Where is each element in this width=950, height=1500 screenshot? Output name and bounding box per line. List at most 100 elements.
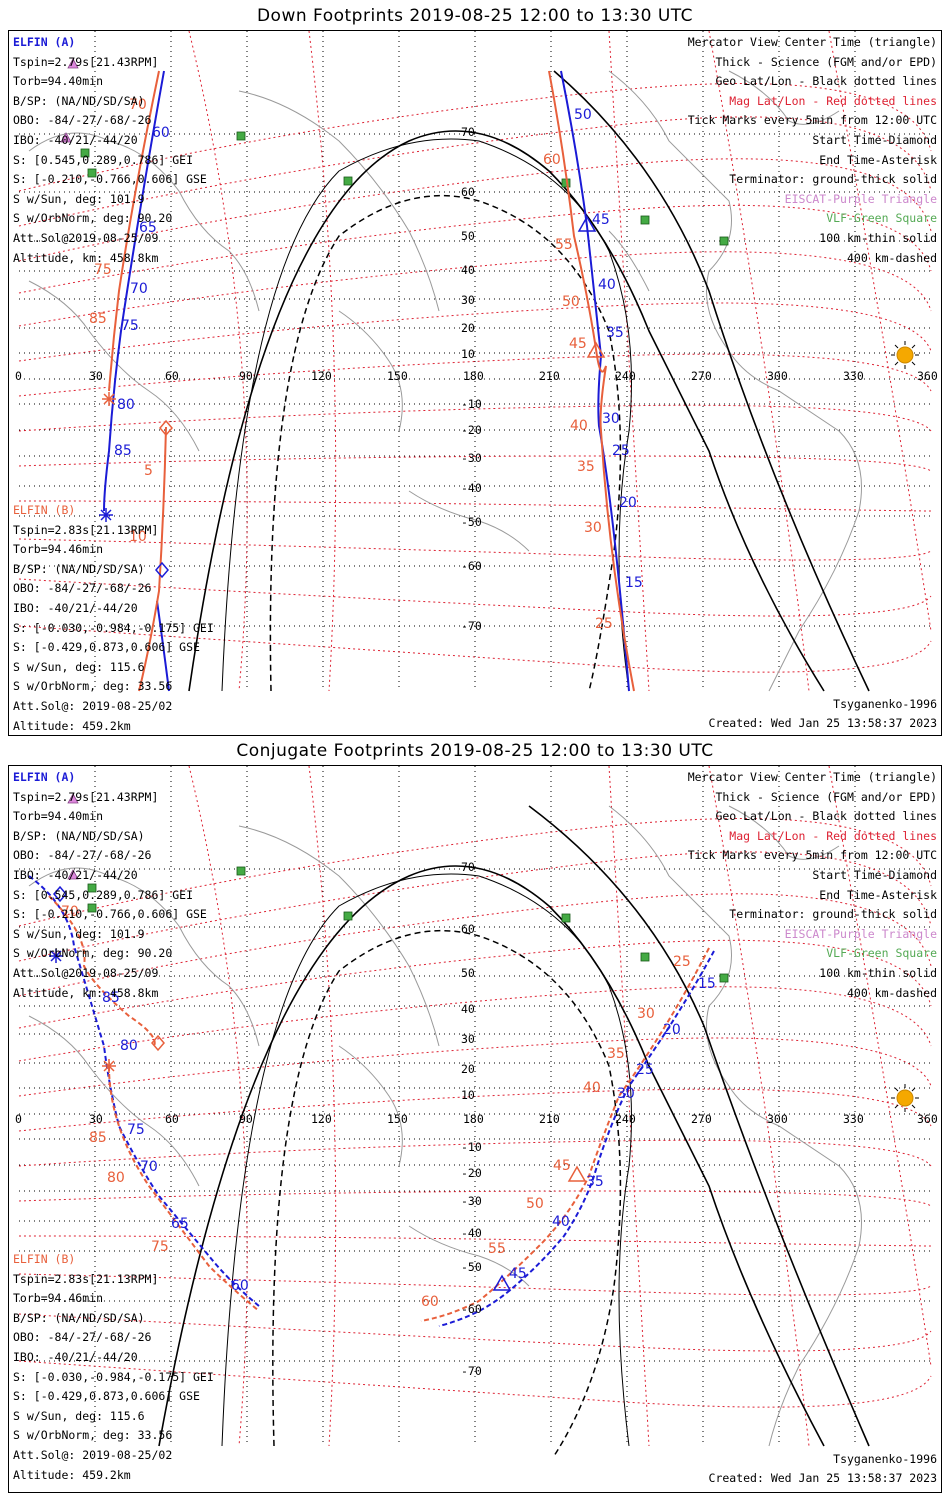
info-line: IBO: -40/21/-44/20 (13, 600, 138, 615)
elfin-b-tick-label: 25 (673, 954, 691, 970)
legend-item: Terminator: ground-thick solid (729, 907, 937, 922)
elfin-a-tick-label: 65 (171, 1216, 189, 1232)
elfin-a-end-asterisk (99, 508, 113, 522)
track-time-labels: 15 20 25 30 35 40 45 25 30 35 40 45 50 5… (9, 766, 941, 1446)
eiscat-sites (60, 58, 79, 143)
vlf-stations (80, 131, 729, 246)
lat-tick-label: 40 (461, 1002, 475, 1016)
elfin-a-start-diamond (53, 885, 67, 903)
elfin-a-tick-label: 35 (586, 1174, 604, 1190)
lat-tick-label: 10 (461, 347, 475, 361)
coastlines (28, 805, 862, 1447)
info-line: Torb=94.46min (13, 542, 104, 557)
mag-grid (18, 31, 932, 692)
info-line: S w/Sun, deg: 115.6 (13, 659, 145, 674)
lon-tick-label: 300 (767, 369, 788, 383)
legend-item: Mag Lat/Lon - Red dotted lines (729, 93, 937, 108)
down-footprints-panel: 0 30 60 90 120 150 180 210 240 270 300 3… (8, 30, 942, 736)
info-line: OBO: -84/-27/-68/-26 (13, 1330, 152, 1345)
legend-item: End Time-Asterisk (819, 152, 937, 167)
elfin-a-tick-label: 15 (698, 976, 716, 992)
map-legend: Mercator View Center Time (triangle) Thi… (688, 33, 937, 268)
lat-tick-label: 50 (461, 229, 475, 243)
elfin-b-tick-label: 60 (421, 1294, 439, 1310)
lon-tick-label: 150 (387, 1112, 408, 1126)
info-line: B/SP: (NA/ND/SD/SA) (13, 828, 145, 843)
geo-lon-grid (94, 766, 856, 1446)
lon-tick-label: 360 (917, 1112, 938, 1126)
info-line: S w/OrbNorm, deg: 90.20 (13, 211, 173, 226)
info-line: Tspin=2.79s[21.43RPM] (13, 789, 159, 804)
elfin-b-tick-label: 40 (570, 418, 588, 434)
lon-tick-label: 330 (843, 1112, 864, 1126)
track-time-labels: 50 45 40 35 30 25 20 15 60 55 50 45 40 3… (9, 31, 941, 691)
mag-grid (18, 766, 932, 1447)
auroral-400km (269, 195, 622, 692)
lat-tick-label: -70 (461, 1364, 482, 1378)
info-line: Tspin=2.79s[21.43RPM] (13, 54, 159, 69)
elfin-b-name: ELFIN (B) (13, 503, 76, 517)
info-line: Torb=94.40min (13, 74, 104, 89)
lat-tick-label: 30 (461, 293, 475, 307)
legend-item: EISCAT-Purple Triangle (784, 926, 937, 941)
lat-tick-labels: 70 60 50 40 30 20 10 -10 -20 -30 -40 -50… (461, 766, 501, 1446)
elfin-a-info: ELFIN (A) Tspin=2.79s[21.43RPM] Torb=94.… (13, 768, 207, 1003)
lon-tick-label: 210 (539, 369, 560, 383)
panel-title-down: Down Footprints 2019-08-25 12:00 to 13:3… (256, 6, 694, 26)
legend-item: Start Time-Diamond (812, 132, 937, 147)
legend-item: End Time-Asterisk (819, 887, 937, 902)
lat-tick-label: 50 (461, 966, 475, 980)
elfin-b-tick-label: 45 (569, 336, 587, 352)
legend-item: Thick - Science (FGM and/or EPD) (715, 789, 937, 804)
info-line: Att.Sol@2019-08-25/09 (13, 230, 159, 245)
legend-item: 400 km-dashed (846, 985, 937, 1000)
lat-tick-label: -20 (461, 423, 482, 437)
elfin-a-name: ELFIN (A) (13, 770, 76, 784)
legend-item: VLF-Green Square (826, 211, 937, 226)
info-line: Altitude: 459.2km (13, 718, 131, 733)
legend-item: Start Time-Diamond (812, 867, 937, 882)
lat-tick-label: -20 (461, 1166, 482, 1180)
down-footprints-map (18, 31, 932, 692)
elfin-a-center-triangle (577, 215, 597, 232)
created-label: Created: Wed Jan 25 13:58:37 2023 (708, 716, 937, 730)
lat-tick-label: -60 (461, 1302, 482, 1316)
elfin-b-tick-label: 35 (577, 459, 595, 475)
info-line: Att.Sol@: 2019-08-25/02 (13, 1447, 173, 1462)
map-legend: Mercator View Center Time (triangle) Thi… (688, 768, 937, 1003)
elfin-b-end-asterisk (102, 392, 116, 406)
conjugate-footprints-map (18, 766, 932, 1457)
elfin-a-tick-label: 25 (636, 1062, 654, 1078)
info-line: S: [-0.030,-0.984,-0.175] GEI (13, 1369, 214, 1384)
auroral-100km (221, 873, 632, 1447)
elfin-b-tick-label: 40 (583, 1080, 601, 1096)
elfin-b-tick-label: 80 (107, 1170, 125, 1186)
lon-tick-label: 90 (239, 369, 253, 383)
eiscat-sites (67, 793, 79, 880)
elfin-a-tick-label: 60 (231, 1278, 249, 1294)
info-line: S: [-0.030,-0.984,-0.175] GEI (13, 620, 214, 635)
info-line: S w/Sun, deg: 101.9 (13, 191, 145, 206)
info-line: Altitude, km: 458.8km (13, 250, 159, 265)
legend-item: 100 km-thin solid (819, 230, 937, 245)
elfin-a-tick-label: 30 (602, 411, 620, 427)
info-line: IBO: -40/21/-44/20 (13, 867, 138, 882)
lon-tick-label: 300 (767, 1112, 788, 1126)
coastlines (28, 70, 862, 692)
elfin-b-info: ELFIN (B) Tspin=2.83s[21.13RPM] Torb=94.… (13, 501, 214, 735)
legend-item: Geo Lat/Lon - Black dotted lines (715, 809, 937, 824)
lat-tick-label: -40 (461, 481, 482, 495)
elfin-b-tick-label: 5 (144, 463, 153, 479)
lat-tick-label: -70 (461, 619, 482, 633)
info-line: OBO: -84/-27/-68/-26 (13, 113, 152, 128)
elfin-a-tick-label: 40 (552, 1214, 570, 1230)
legend-item: 100 km-thin solid (819, 965, 937, 980)
geo-lon-grid (94, 31, 856, 691)
lat-tick-label: 20 (461, 321, 475, 335)
elfin-b-conjugate-left-upper (48, 895, 156, 1047)
lon-tick-label: 90 (239, 1112, 253, 1126)
lon-tick-label: 210 (539, 1112, 560, 1126)
info-line: OBO: -84/-27/-68/-26 (13, 848, 152, 863)
sun-icon (891, 341, 919, 369)
lon-tick-label: 120 (311, 1112, 332, 1126)
